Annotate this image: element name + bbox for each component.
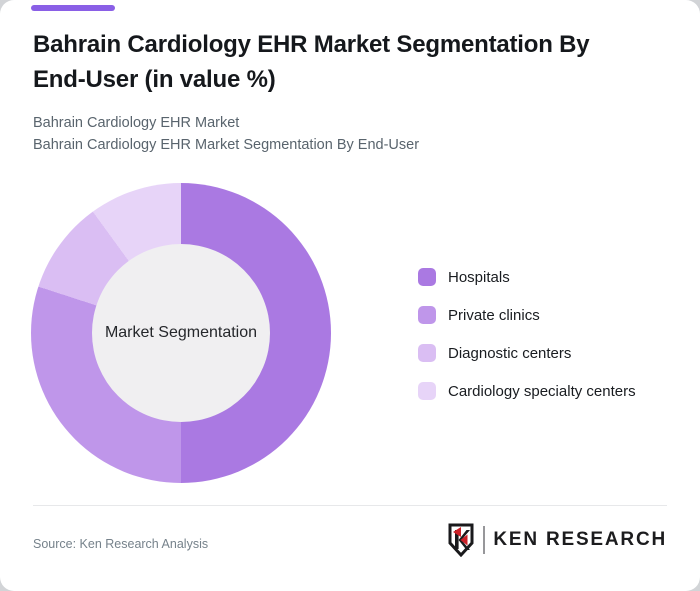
legend-label: Hospitals xyxy=(448,268,510,286)
source-note: Source: Ken Research Analysis xyxy=(33,537,209,551)
brand-shield-icon xyxy=(448,523,474,557)
donut-chart: Market Segmentation xyxy=(31,183,331,483)
footer-divider xyxy=(33,505,667,506)
legend-swatch xyxy=(418,306,436,324)
chart-legend: Hospitals Private clinics Diagnostic cente… xyxy=(418,268,636,400)
donut-center-label: Market Segmentation xyxy=(104,324,258,341)
brand-wordmark: KEN RESEARCH xyxy=(493,529,667,550)
chart-title: Bahrain Cardiology EHR Market Segmentati… xyxy=(33,31,590,93)
legend-item: Cardiology specialty centers xyxy=(418,382,636,400)
brand-logo: KEN RESEARCH xyxy=(447,522,667,558)
brand-k-accent-icon xyxy=(453,527,462,537)
legend-item: Hospitals xyxy=(418,268,636,286)
donut-hole: Market Segmentation xyxy=(92,244,270,422)
brand-separator xyxy=(483,526,486,554)
legend-label: Diagnostic centers xyxy=(448,344,572,362)
legend-swatch xyxy=(418,268,436,286)
legend-swatch xyxy=(418,382,436,400)
chart-subtitle-market: Bahrain Cardiology EHR Market xyxy=(33,115,240,131)
legend-label: Cardiology specialty centers xyxy=(448,382,636,400)
brand-red-triangle-icon xyxy=(460,534,468,546)
chart-subtitle-segmentation: Bahrain Cardiology EHR Market Segmentati… xyxy=(33,137,420,153)
accent-bar xyxy=(31,5,115,11)
legend-item: Private clinics xyxy=(418,306,636,324)
legend-label: Private clinics xyxy=(448,306,540,324)
legend-swatch xyxy=(418,344,436,362)
legend-item: Diagnostic centers xyxy=(418,344,636,362)
